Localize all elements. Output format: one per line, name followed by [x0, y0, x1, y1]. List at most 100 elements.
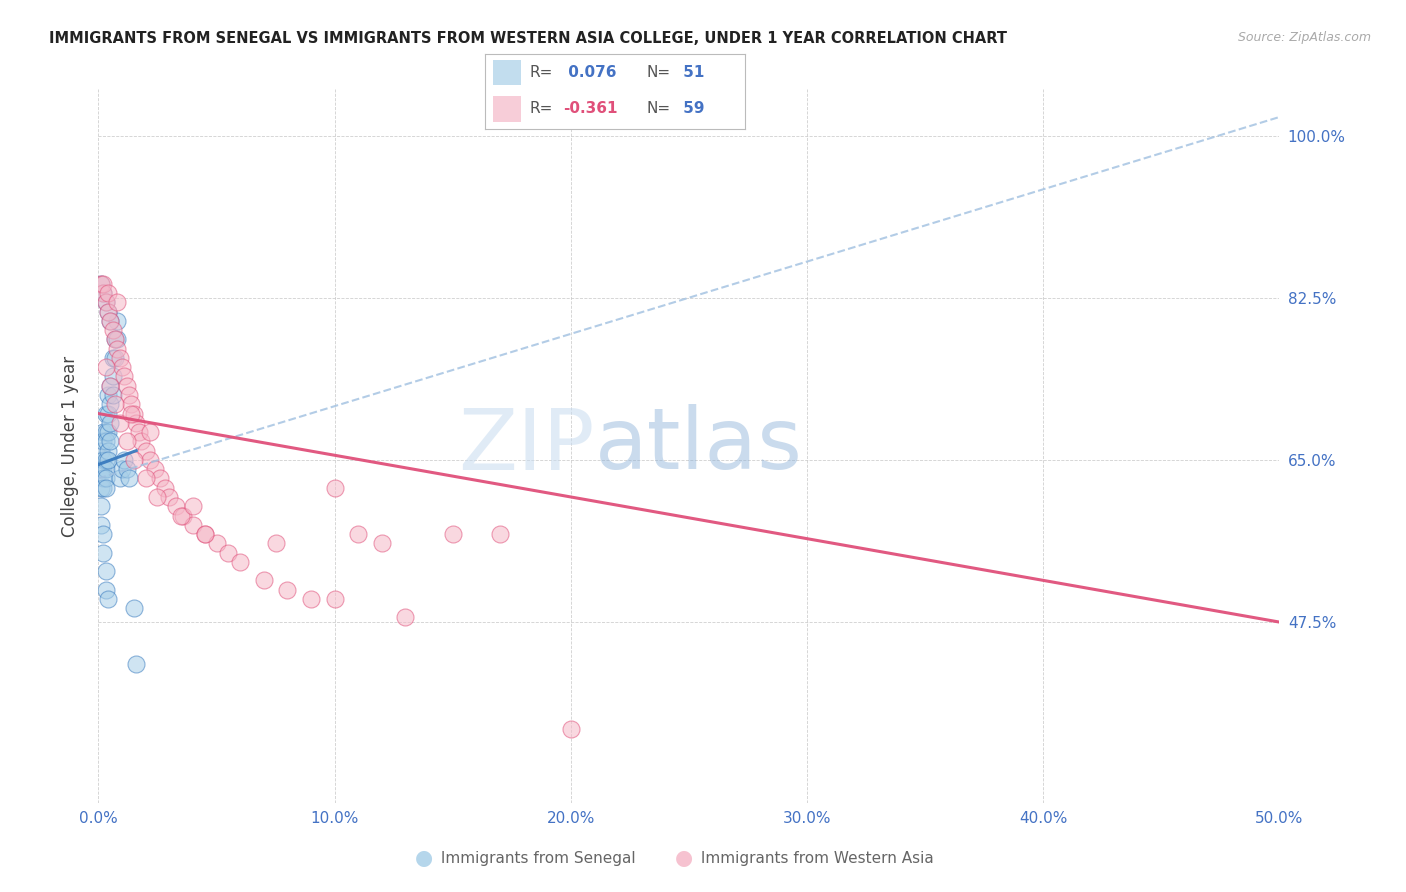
Point [91, 286, 114, 301]
Text: Immigrants from Senegal: Immigrants from Senegal [436, 851, 636, 865]
Point [90, 277, 112, 291]
Point [105, 295, 128, 310]
Point [97, 407, 120, 421]
Point [94, 425, 117, 439]
Point [105, 314, 128, 328]
Point [115, 462, 138, 476]
Point [122, 601, 145, 615]
Point [105, 342, 128, 356]
Point [121, 397, 143, 411]
Point [135, 471, 157, 485]
Point [299, 591, 322, 606]
Point [489, 527, 512, 541]
Point [108, 416, 131, 430]
Point [94, 407, 117, 421]
Point [101, 323, 124, 337]
Point [105, 333, 128, 347]
Point [91, 545, 114, 559]
Point [157, 490, 180, 504]
Text: Source: ZipAtlas.com: Source: ZipAtlas.com [1237, 31, 1371, 45]
Point [98, 314, 121, 328]
Point [104, 397, 127, 411]
Point [146, 490, 169, 504]
Point [125, 657, 148, 671]
Point [129, 434, 152, 449]
Point [347, 527, 370, 541]
Point [135, 443, 157, 458]
Point [217, 545, 239, 559]
Point [97, 304, 120, 318]
Text: -0.361: -0.361 [562, 102, 617, 116]
Point [323, 591, 346, 606]
Point [205, 536, 228, 550]
Point [91, 471, 114, 485]
Point [139, 425, 162, 439]
Point [229, 555, 252, 569]
Point [94, 434, 117, 449]
Point [91, 527, 114, 541]
Point [98, 314, 121, 328]
Text: R=: R= [529, 65, 553, 80]
Point [97, 304, 120, 318]
Point [90, 462, 112, 476]
Point [91, 277, 114, 291]
Text: R=: R= [529, 102, 553, 116]
Point [371, 536, 394, 550]
Point [98, 378, 121, 392]
Point [90, 500, 112, 514]
Point [94, 582, 117, 597]
Point [91, 286, 114, 301]
Point [98, 397, 121, 411]
Point [90, 517, 112, 532]
Point [560, 722, 582, 736]
Point [91, 462, 114, 476]
Point [101, 369, 124, 384]
Point [97, 591, 120, 606]
Point [139, 453, 162, 467]
Point [94, 462, 117, 476]
Point [90, 481, 112, 495]
Point [97, 453, 120, 467]
Text: N=: N= [647, 102, 671, 116]
Text: ZIP: ZIP [458, 404, 595, 488]
Point [125, 416, 148, 430]
Point [98, 378, 121, 392]
Point [122, 453, 145, 467]
Text: ●: ● [415, 848, 433, 868]
Point [97, 443, 120, 458]
Point [108, 351, 131, 365]
Point [104, 351, 127, 365]
Point [94, 481, 117, 495]
Point [104, 333, 127, 347]
Point [181, 500, 204, 514]
Point [90, 277, 112, 291]
Point [115, 378, 138, 392]
Point [165, 500, 187, 514]
Point [118, 471, 141, 485]
Point [91, 481, 114, 495]
Point [128, 425, 150, 439]
Point [104, 333, 127, 347]
Point [118, 388, 141, 402]
Point [91, 425, 114, 439]
Point [91, 453, 114, 467]
Point [101, 388, 124, 402]
Point [94, 295, 117, 310]
Point [111, 360, 134, 375]
Point [153, 481, 176, 495]
Point [121, 407, 143, 421]
Point [94, 360, 117, 375]
Point [143, 462, 166, 476]
Point [112, 369, 135, 384]
Text: 51: 51 [678, 65, 704, 80]
Text: atlas: atlas [595, 404, 803, 488]
Point [253, 574, 276, 588]
Point [112, 453, 135, 467]
Point [94, 564, 117, 578]
Point [94, 471, 117, 485]
Point [149, 471, 172, 485]
Point [170, 508, 193, 523]
Point [194, 527, 217, 541]
Point [98, 434, 121, 449]
Text: N=: N= [647, 65, 671, 80]
